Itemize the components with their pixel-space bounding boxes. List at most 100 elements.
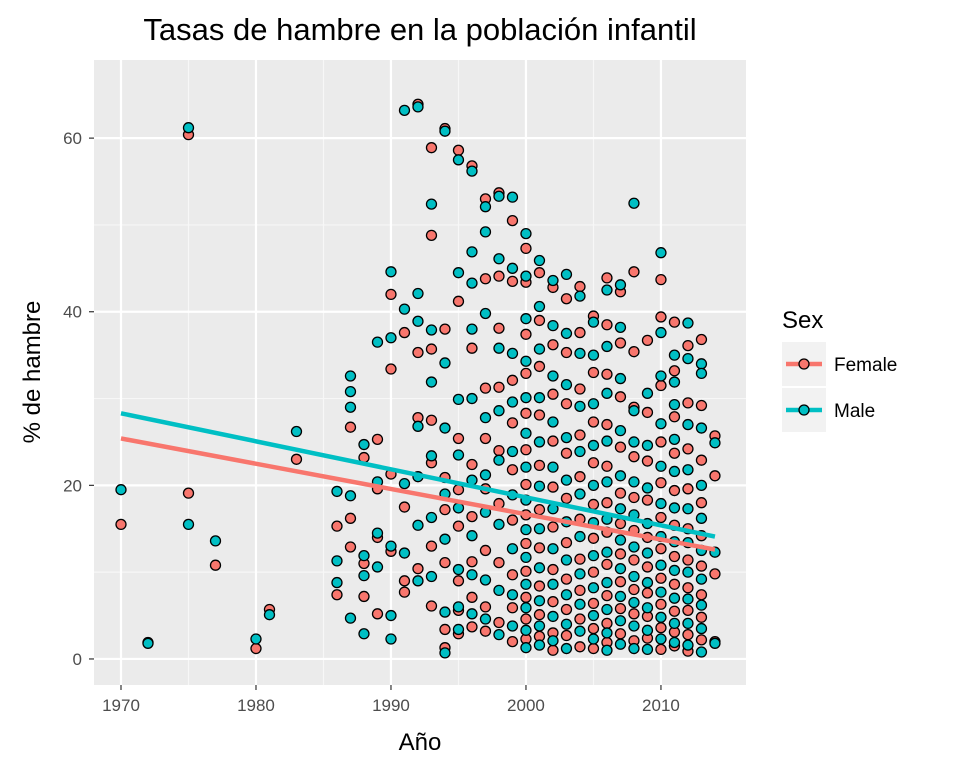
point-female [587,566,600,578]
point-male [695,512,708,524]
point-male [425,198,438,210]
point-male [641,387,654,399]
point-male [601,476,613,488]
point-female [520,407,532,419]
point-male [547,543,559,555]
point-male [533,343,546,355]
point-female [358,590,370,603]
legend-title: Sex [782,307,823,334]
point-male [479,307,492,320]
point-male [466,608,478,620]
point-female [655,511,667,524]
point-female [425,600,438,612]
point-female [506,214,519,227]
point-female [682,629,694,641]
point-male [425,450,438,462]
point-male [506,191,519,203]
point-male [614,279,627,291]
point-male [385,633,397,645]
point-female [628,583,640,596]
point-female [506,374,519,386]
point-female [560,398,573,410]
point-male [344,401,357,413]
point-male [385,266,397,278]
point-female [641,587,654,599]
point-male [479,411,492,424]
point-female [682,483,694,495]
point-male [425,570,438,583]
point-female [655,311,667,323]
point-male [425,511,438,524]
point-male [520,427,532,439]
point-male [614,638,627,650]
point-male [533,480,546,492]
point-male [614,470,627,482]
point-male [358,569,370,582]
point-male [668,398,681,411]
point-male [533,254,546,267]
point-male [547,370,559,382]
point-female [655,477,667,489]
point-male [331,485,343,498]
point-female [398,586,411,598]
point-male [601,576,613,589]
point-female [479,601,492,613]
trend-line-male [120,411,716,539]
point-male [601,284,613,296]
point-male [560,642,573,655]
point-female [547,596,559,608]
point-male [493,405,505,417]
point-female [587,416,600,428]
point-female [560,447,573,459]
point-female [385,363,397,375]
point-female [601,418,613,431]
point-female [655,598,667,610]
point-female [695,611,708,623]
point-female [682,443,694,455]
point-female [520,565,532,577]
point-male [614,615,627,627]
scatter-points [115,98,721,659]
point-male [493,190,505,202]
point-female [655,543,667,555]
point-male [182,518,195,531]
point-female [344,512,357,524]
point-male [641,547,654,559]
point-male [385,332,397,344]
point-female [439,504,451,516]
legend-label-male: Male [834,401,875,422]
point-male [412,575,424,587]
point-male [506,396,519,408]
point-female [641,334,654,347]
point-female [560,629,573,642]
point-female [547,339,559,351]
point-male [682,352,694,365]
point-male [466,569,478,581]
point-male [668,349,681,361]
point-male [682,593,694,605]
point-male [641,624,654,636]
x-tick-label: 1990 [372,696,410,715]
point-female [655,436,667,448]
point-male [452,623,465,636]
point-male [344,612,357,624]
point-male [371,527,384,539]
point-male [695,599,708,611]
point-female [250,642,262,655]
point-female [344,421,357,433]
point-male [479,613,492,625]
point-female [439,323,451,335]
point-female [560,603,573,616]
point-male [601,603,613,616]
point-male [641,439,654,452]
point-female [574,641,586,653]
point-female [655,273,667,286]
point-male [452,601,465,613]
point-female [587,597,600,610]
point-female [547,388,559,400]
point-male [398,303,411,315]
legend-point-female [798,358,810,370]
point-male [520,642,532,654]
point-male [533,392,546,404]
